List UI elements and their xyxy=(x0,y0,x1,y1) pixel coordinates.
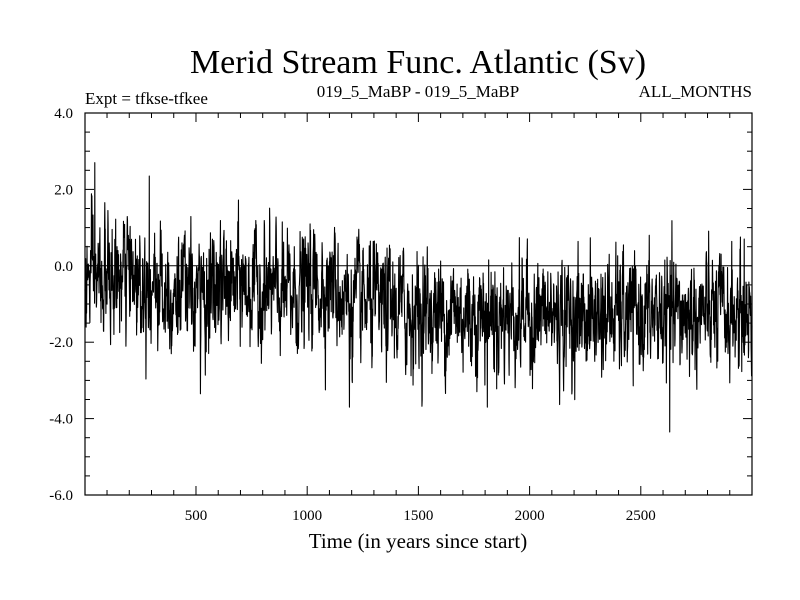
y-tick-label: -4.0 xyxy=(49,412,73,428)
x-tick-label: 1000 xyxy=(292,508,322,524)
y-tick-label: 2.0 xyxy=(54,182,73,198)
y-tick-label: -2.0 xyxy=(49,335,73,351)
y-axis: 4.0 2.0 0.0 -2.0 -4.0 -6.0 xyxy=(49,106,752,504)
y-tick-label: -6.0 xyxy=(49,488,73,504)
chart-subtitle-left: Expt = tfkse-tfkee xyxy=(85,89,208,108)
x-tick-label: 2000 xyxy=(515,508,545,524)
series-line xyxy=(84,162,753,433)
x-tick-label: 2500 xyxy=(626,508,656,524)
plot-area xyxy=(84,162,753,433)
x-tick-label: 1500 xyxy=(403,508,433,524)
chart-subtitle-right: ALL_MONTHS xyxy=(639,82,752,101)
chart-title: Merid Stream Func. Atlantic (Sv) xyxy=(190,44,646,81)
y-tick-label: 0.0 xyxy=(54,259,73,275)
x-axis-label: Time (in years since start) xyxy=(309,529,528,553)
y-tick-label: 4.0 xyxy=(54,106,73,122)
x-tick-label: 500 xyxy=(185,508,208,524)
x-axis: 500 1000 1500 2000 2500 xyxy=(106,113,731,524)
chart-subtitle-center: 019_5_MaBP - 019_5_MaBP xyxy=(317,82,519,101)
